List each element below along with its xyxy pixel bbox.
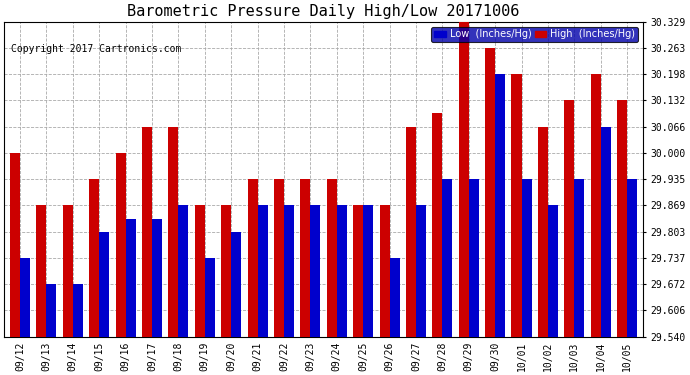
Bar: [37, 205, 46, 337]
Bar: [406, 127, 416, 337]
Bar: [522, 179, 531, 337]
Bar: [416, 205, 426, 337]
Bar: [363, 205, 373, 337]
Bar: [20, 258, 30, 337]
Bar: [327, 179, 337, 337]
Bar: [459, 22, 469, 337]
Bar: [601, 127, 611, 337]
Bar: [205, 258, 215, 337]
Bar: [257, 205, 268, 337]
Bar: [390, 258, 400, 337]
Bar: [152, 219, 162, 337]
Bar: [195, 205, 205, 337]
Bar: [115, 153, 126, 337]
Bar: [73, 284, 83, 337]
Bar: [442, 179, 453, 337]
Bar: [433, 113, 442, 337]
Bar: [353, 205, 363, 337]
Bar: [469, 179, 479, 337]
Bar: [168, 127, 179, 337]
Bar: [10, 153, 20, 337]
Bar: [380, 205, 390, 337]
Title: Barometric Pressure Daily High/Low 20171006: Barometric Pressure Daily High/Low 20171…: [128, 4, 520, 19]
Bar: [627, 179, 637, 337]
Bar: [63, 205, 73, 337]
Bar: [511, 74, 522, 337]
Bar: [46, 284, 57, 337]
Bar: [548, 205, 558, 337]
Bar: [179, 205, 188, 337]
Bar: [231, 232, 241, 337]
Bar: [495, 74, 505, 337]
Bar: [538, 127, 548, 337]
Bar: [300, 179, 310, 337]
Bar: [126, 219, 136, 337]
Bar: [284, 205, 294, 337]
Bar: [485, 48, 495, 337]
Text: Copyright 2017 Cartronics.com: Copyright 2017 Cartronics.com: [10, 44, 181, 54]
Bar: [564, 100, 574, 337]
Legend: Low  (Inches/Hg), High  (Inches/Hg): Low (Inches/Hg), High (Inches/Hg): [431, 27, 638, 42]
Bar: [221, 205, 231, 337]
Bar: [591, 74, 601, 337]
Bar: [248, 179, 257, 337]
Bar: [89, 179, 99, 337]
Bar: [337, 205, 347, 337]
Bar: [99, 232, 109, 337]
Bar: [617, 100, 627, 337]
Bar: [574, 179, 584, 337]
Bar: [142, 127, 152, 337]
Bar: [310, 205, 320, 337]
Bar: [274, 179, 284, 337]
